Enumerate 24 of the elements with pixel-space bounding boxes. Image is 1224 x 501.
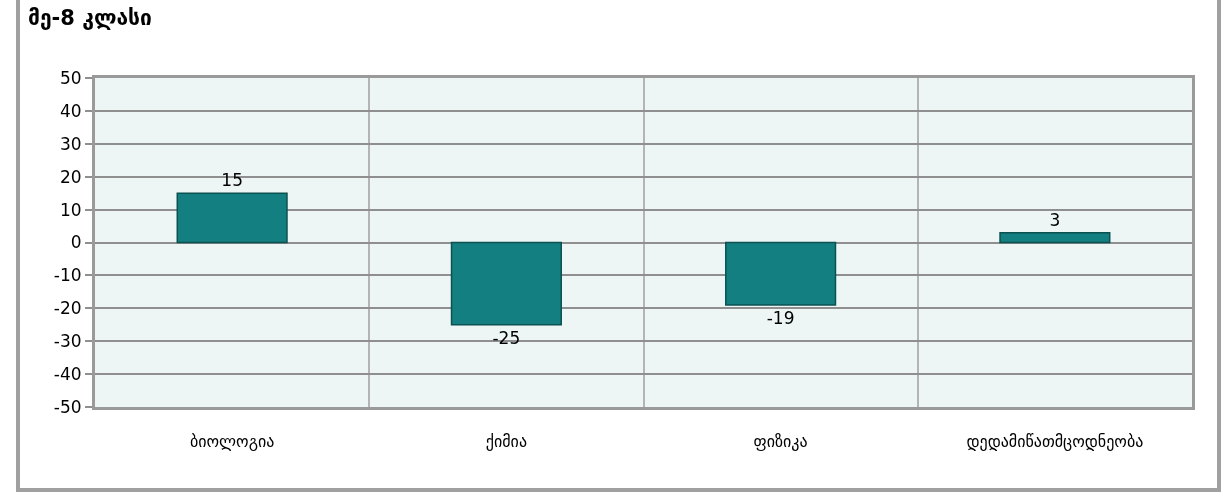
bar (999, 231, 1111, 244)
data-label: -19 (766, 308, 795, 329)
y-tick-label: 10 (59, 199, 82, 220)
y-tick-label: -40 (53, 364, 82, 385)
data-label: -25 (492, 327, 521, 348)
y-tick-label: 40 (59, 100, 82, 121)
x-tick-label: ფიზიკა (753, 432, 808, 452)
bar (176, 192, 288, 244)
data-label: 15 (221, 170, 243, 191)
x-tick-label: ბიოლოგია (189, 432, 275, 452)
x-tick-label: დედამიწათმცოდნეობა (966, 432, 1144, 452)
y-tick-label: -50 (53, 396, 82, 417)
bar (725, 241, 837, 306)
data-label: 3 (1049, 209, 1061, 230)
chart-title: მე-8 კლასი (28, 5, 152, 30)
y-tick-label: -20 (53, 298, 82, 319)
y-tick-label: 50 (59, 67, 82, 88)
y-tick-label: -30 (53, 331, 82, 352)
y-tick-label: -10 (53, 265, 82, 286)
y-tick-label: 0 (70, 232, 82, 253)
bar (450, 241, 562, 326)
x-tick-label: ქიმია (485, 432, 528, 452)
y-tick-label: 30 (59, 133, 82, 154)
y-tick-label: 20 (59, 166, 82, 187)
